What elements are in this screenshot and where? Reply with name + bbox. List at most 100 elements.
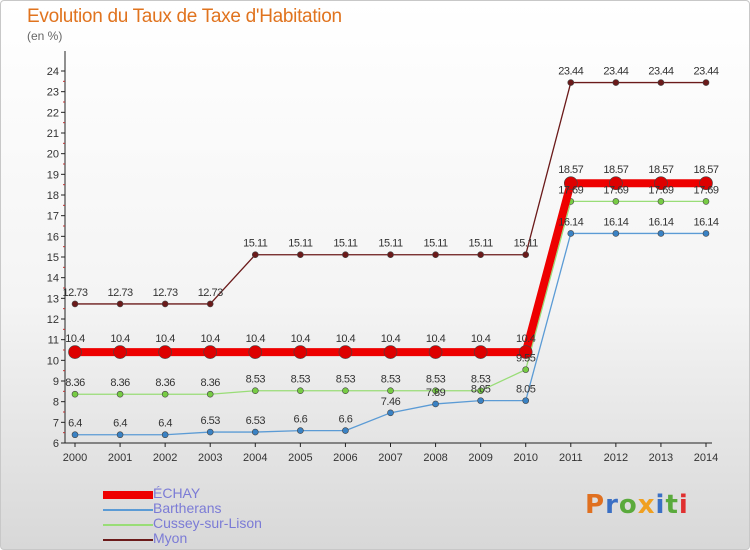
data-label: 10.4 xyxy=(155,333,175,345)
x-tick-label: 2000 xyxy=(63,452,87,464)
data-label: 9.55 xyxy=(516,353,536,365)
legend-label: Bartherans xyxy=(153,500,222,516)
data-point-chay xyxy=(428,345,443,359)
data-label: 15.11 xyxy=(423,238,448,250)
x-tick-label: 2010 xyxy=(513,452,537,464)
data-point-cussey-sur-lison xyxy=(251,387,259,395)
data-label: 17.69 xyxy=(558,184,583,196)
data-point-bartherans xyxy=(702,230,710,237)
data-label: 8.05 xyxy=(516,384,536,396)
y-tick-label: 16 xyxy=(47,231,59,243)
legend-swatch xyxy=(103,509,153,511)
y-tick-label: 13 xyxy=(47,293,59,305)
data-point-bartherans xyxy=(342,427,349,434)
data-point-chay xyxy=(518,345,533,359)
data-label: 12.73 xyxy=(108,287,133,299)
data-label: 15.11 xyxy=(288,238,313,250)
data-point-bartherans xyxy=(297,427,304,434)
data-label: 17.69 xyxy=(648,184,673,196)
data-point-chay xyxy=(203,345,218,359)
data-label: 10.4 xyxy=(426,333,446,345)
data-label: 8.53 xyxy=(381,374,401,386)
data-point-cussey-sur-lison xyxy=(297,387,304,395)
data-point-cussey-sur-lison xyxy=(206,390,214,398)
data-label: 23.44 xyxy=(648,66,673,78)
data-label: 8.36 xyxy=(155,377,175,389)
data-point-bartherans xyxy=(116,431,124,439)
data-label: 8.36 xyxy=(110,377,130,389)
data-label: 8.53 xyxy=(336,374,356,386)
data-point-myon xyxy=(612,79,620,86)
data-point-myon xyxy=(206,300,214,308)
y-tick-label: 20 xyxy=(47,149,59,161)
data-point-myon xyxy=(297,251,304,259)
data-point-myon xyxy=(71,300,79,308)
data-label: 15.11 xyxy=(514,238,539,250)
data-point-bartherans xyxy=(522,397,530,404)
data-point-cussey-sur-lison xyxy=(387,387,394,395)
y-tick-label: 23 xyxy=(47,87,59,99)
y-tick-label: 14 xyxy=(47,273,59,285)
y-tick-label: 19 xyxy=(47,169,59,181)
y-tick-label: 12 xyxy=(47,314,59,326)
data-label: 12.73 xyxy=(153,287,178,299)
x-tick-label: 2012 xyxy=(604,452,628,464)
data-point-cussey-sur-lison xyxy=(71,390,79,398)
proxiti-logo: Proxiti xyxy=(585,490,689,520)
data-label: 12.73 xyxy=(62,287,87,299)
data-point-myon xyxy=(702,79,710,86)
x-tick-label: 2008 xyxy=(423,452,447,464)
data-label: 15.11 xyxy=(378,238,403,250)
data-label: 23.44 xyxy=(603,66,628,78)
x-tick-label: 2002 xyxy=(153,452,177,464)
data-point-bartherans xyxy=(432,400,439,408)
data-label: 6.4 xyxy=(113,418,127,430)
data-point-myon xyxy=(251,251,259,259)
y-tick-label: 7 xyxy=(53,417,59,429)
data-label: 10.4 xyxy=(381,333,401,345)
y-tick-label: 24 xyxy=(47,66,59,78)
data-point-chay xyxy=(338,345,353,359)
data-point-bartherans xyxy=(161,431,169,439)
data-label: 16.14 xyxy=(693,216,718,228)
data-label: 23.44 xyxy=(693,66,718,78)
data-point-chay xyxy=(699,176,713,191)
data-label: 6.53 xyxy=(246,415,266,427)
data-label: 10.4 xyxy=(246,333,266,345)
data-label: 7.46 xyxy=(381,396,401,408)
x-tick-label: 2011 xyxy=(559,452,583,464)
data-label: 18.57 xyxy=(693,164,718,176)
legend-label: Myon xyxy=(153,530,188,546)
data-label: 15.11 xyxy=(243,238,268,250)
data-point-myon xyxy=(387,251,394,259)
series-line-chay xyxy=(71,179,710,357)
data-point-bartherans xyxy=(657,230,665,237)
data-point-bartherans xyxy=(567,230,575,237)
data-label: 8.36 xyxy=(65,377,85,389)
x-tick-label: 2001 xyxy=(108,452,132,464)
data-point-myon xyxy=(477,251,484,259)
data-label: 8.53 xyxy=(426,374,446,386)
data-label: 10.4 xyxy=(110,333,130,345)
data-point-bartherans xyxy=(612,230,620,237)
unit-label: (en %) xyxy=(27,29,63,43)
data-point-cussey-sur-lison xyxy=(342,387,349,395)
data-label: 10.4 xyxy=(65,333,85,345)
data-point-myon xyxy=(116,300,124,308)
data-point-cussey-sur-lison xyxy=(522,366,530,373)
data-point-cussey-sur-lison xyxy=(702,198,710,205)
data-label: 8.53 xyxy=(291,374,311,386)
data-point-chay xyxy=(113,345,127,359)
data-label: 18.57 xyxy=(603,164,628,176)
x-tick-label: 2007 xyxy=(378,452,402,464)
data-point-cussey-sur-lison xyxy=(432,387,439,395)
data-label: 6.53 xyxy=(201,415,221,427)
y-tick-label: 21 xyxy=(47,128,59,140)
data-label: 6.6 xyxy=(339,414,353,426)
data-label: 10.4 xyxy=(516,333,536,345)
y-tick-label: 11 xyxy=(48,335,59,347)
data-label: 17.69 xyxy=(693,184,718,196)
data-point-bartherans xyxy=(477,397,484,404)
data-label: 12.73 xyxy=(198,287,223,299)
data-label: 8.36 xyxy=(201,377,221,389)
